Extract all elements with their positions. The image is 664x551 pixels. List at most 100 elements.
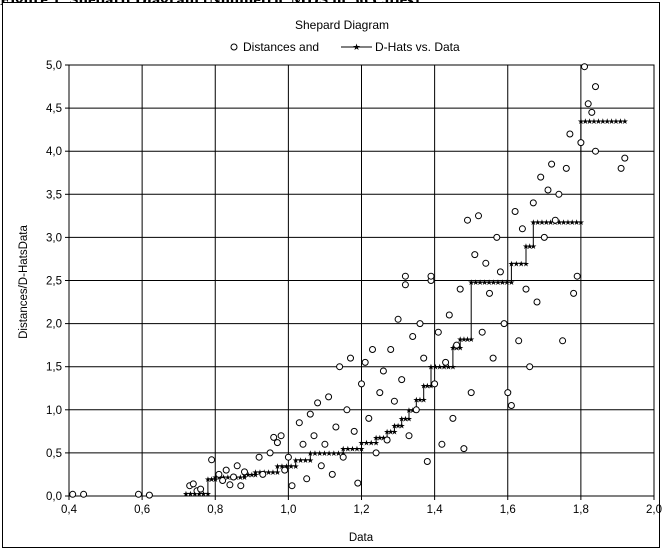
distance-point <box>533 298 541 306</box>
distance-point <box>617 164 625 172</box>
dhats-star-marker: ★ <box>212 475 219 484</box>
dhats-line <box>69 120 625 497</box>
distance-point <box>295 419 303 427</box>
dhats-star-marker: ★ <box>241 473 248 482</box>
dhats-star-marker: ★ <box>621 117 628 126</box>
dhats-star-marker: ★ <box>534 218 541 227</box>
distance-point <box>405 432 413 440</box>
legend-star-icon: ★ <box>352 43 360 53</box>
distance-point <box>431 380 439 388</box>
distance-point <box>145 491 153 499</box>
x-tick-label: 1,2 <box>354 504 370 516</box>
dhats-star-marker: ★ <box>595 117 602 126</box>
dhats-star-marker: ★ <box>424 382 431 391</box>
dhats-star-marker: ★ <box>292 462 299 471</box>
distance-point <box>343 406 351 414</box>
dhats-star-marker: ★ <box>248 470 255 479</box>
distance-point <box>321 440 329 448</box>
dhats-star-marker: ★ <box>573 218 580 227</box>
x-tick-label: 1,0 <box>280 504 296 516</box>
dhats-star-marker: ★ <box>405 406 412 415</box>
dhats-star-marker: ★ <box>432 363 439 372</box>
dhats-star-marker: ★ <box>472 278 479 287</box>
dhats-star-marker: ★ <box>191 489 198 498</box>
distance-point <box>493 233 501 241</box>
distance-point <box>306 410 314 418</box>
distance-point <box>559 337 567 345</box>
distance-point <box>354 479 362 487</box>
dhats-star-marker: ★ <box>526 242 533 251</box>
dhats-star-marker: ★ <box>391 421 398 430</box>
dhats-star-marker: ★ <box>494 278 501 287</box>
dhats-star-marker: ★ <box>391 427 398 436</box>
dhats-star-marker: ★ <box>468 278 475 287</box>
dhats-star-marker: ★ <box>457 344 464 353</box>
distance-point <box>273 439 281 447</box>
distance-point <box>314 399 322 407</box>
dhats-star-marker: ★ <box>530 242 537 251</box>
legend: Distances and ★ D-Hats vs. Data <box>230 40 460 54</box>
y-tick-label: 2,0 <box>46 319 62 331</box>
y-tick-label: 3,0 <box>46 232 62 244</box>
distance-point <box>189 480 197 488</box>
y-tick-label: 4,5 <box>46 103 62 115</box>
chart-title: Shepard Diagram <box>295 18 389 32</box>
distance-point <box>540 233 548 241</box>
dhats-star-marker: ★ <box>582 117 589 126</box>
dhats-star-marker: ★ <box>311 449 318 458</box>
dhats-star-marker: ★ <box>387 427 394 436</box>
distance-point <box>409 333 417 340</box>
distance-point <box>482 259 490 267</box>
distance-point <box>328 470 336 478</box>
dhats-star-marker: ★ <box>307 449 314 458</box>
dhats-star-marker: ★ <box>503 278 510 287</box>
dhats-star-marker: ★ <box>384 427 391 436</box>
distance-point <box>420 354 428 362</box>
distance-point <box>277 432 285 440</box>
dhats-star-marker: ★ <box>608 117 615 126</box>
dhats-star-marker: ★ <box>204 475 211 484</box>
distance-point <box>383 436 391 444</box>
dhats-star-marker: ★ <box>427 363 434 372</box>
dhats-star-marker: ★ <box>543 218 550 227</box>
y-tick-label: 4,0 <box>46 146 62 158</box>
dhats-star-marker: ★ <box>335 449 342 458</box>
y-tick-label: 0,5 <box>46 448 62 460</box>
dhats-star-marker: ★ <box>508 278 515 287</box>
dhats-star-marker: ★ <box>358 439 365 448</box>
dhats-star-marker: ★ <box>269 468 276 477</box>
distance-point <box>577 139 585 147</box>
distance-point <box>562 164 570 172</box>
distance-point <box>504 389 512 397</box>
y-tick-label: 0,0 <box>46 491 62 503</box>
x-tick-label: 2,0 <box>646 504 662 516</box>
dhats-star-marker: ★ <box>416 396 423 405</box>
dhats-star-marker: ★ <box>612 117 619 126</box>
dhats-star-marker: ★ <box>380 433 387 442</box>
dhats-star-marker: ★ <box>508 259 515 268</box>
distance-point <box>398 376 406 384</box>
dhats-star-marker: ★ <box>413 396 420 405</box>
distance-point <box>230 473 237 481</box>
distance-point <box>237 482 245 490</box>
distance-point <box>621 154 629 162</box>
dhats-star-marker: ★ <box>556 218 563 227</box>
dhats-star-marker: ★ <box>316 449 323 458</box>
dhats-star-marker: ★ <box>187 489 194 498</box>
dhats-star-marker: ★ <box>326 449 333 458</box>
dhats-star-marker: ★ <box>513 259 520 268</box>
distance-point <box>347 354 354 362</box>
distance-point <box>284 453 292 461</box>
y-tick-label: 1,5 <box>46 362 62 374</box>
dhats-star-marker: ★ <box>586 117 593 126</box>
dhats-star-marker: ★ <box>420 382 427 391</box>
distance-point <box>581 63 588 71</box>
dhats-star-marker: ★ <box>278 462 285 471</box>
dhats-star-marker: ★ <box>212 473 219 482</box>
dhats-star-marker: ★ <box>420 396 427 405</box>
dhats-star-marker: ★ <box>330 449 337 458</box>
distance-point <box>222 466 230 474</box>
dhats-star-marker: ★ <box>288 462 295 471</box>
distance-point <box>453 341 461 349</box>
distance-point <box>361 358 369 366</box>
